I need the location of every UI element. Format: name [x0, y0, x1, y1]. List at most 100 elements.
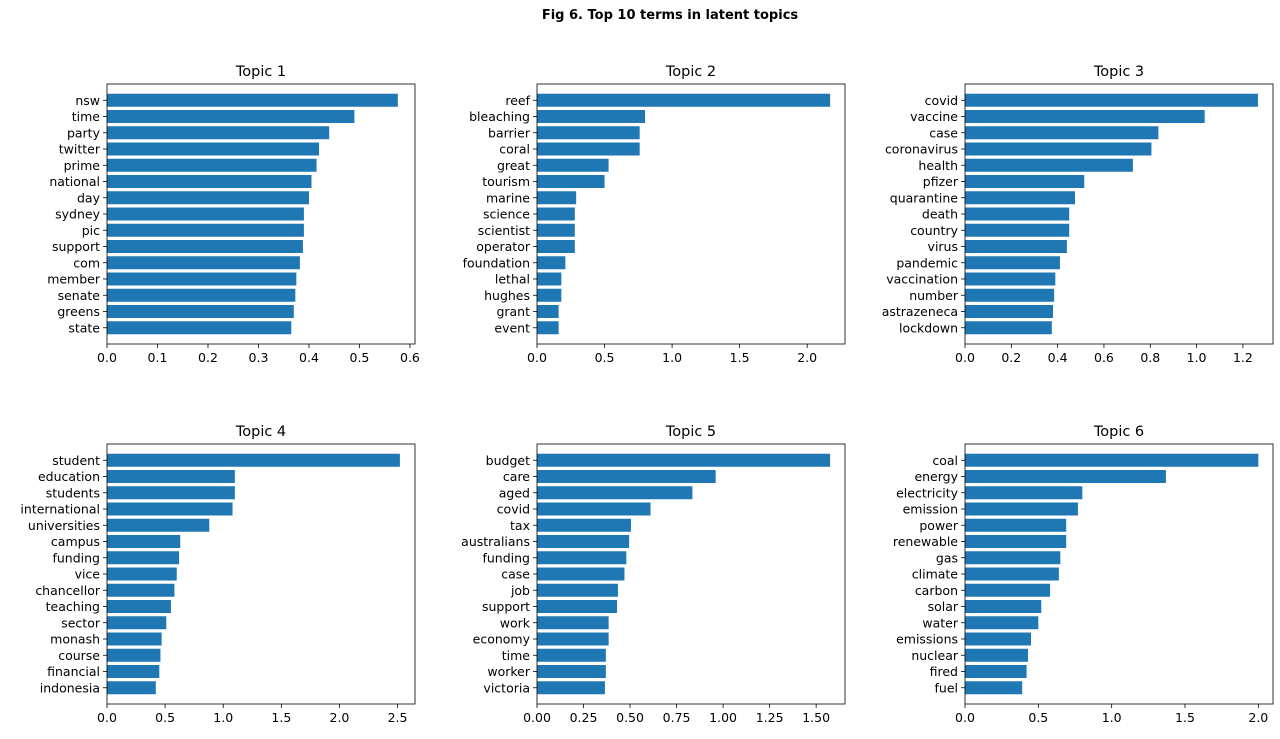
bar-energy: [965, 470, 1166, 483]
y-tick-label: carbon: [915, 583, 958, 598]
bar-nuclear: [965, 648, 1029, 662]
bar-tax: [537, 518, 631, 532]
y-tick-label: health: [918, 158, 958, 173]
x-tick-label: 1.25: [756, 710, 784, 725]
bar-indonesia: [107, 681, 156, 695]
bar-climate: [965, 567, 1059, 581]
bar-event: [537, 321, 559, 335]
bar-pfizer: [965, 175, 1085, 188]
y-tick-label: number: [909, 288, 959, 303]
x-tick-label: 1.0: [1187, 350, 1207, 365]
y-tick-label: virus: [928, 239, 958, 254]
y-tick-label: time: [72, 109, 101, 124]
x-tick-label: 2.5: [388, 710, 408, 725]
bar-country: [965, 223, 1070, 237]
plot-frame: [964, 443, 1274, 705]
y-tick-label: energy: [914, 469, 958, 484]
bar-campus: [107, 535, 181, 548]
y-tick-label: water: [922, 615, 958, 630]
x-tick-label: 0.6: [400, 350, 420, 365]
bar-students: [107, 486, 235, 500]
bar-lethal: [537, 272, 562, 286]
x-tick-label: 0.0: [527, 350, 547, 365]
y-tick-label: fuel: [935, 680, 959, 695]
x-tick-label: 0.5: [350, 350, 370, 365]
bar-com: [107, 256, 300, 270]
y-tick-label: tourism: [482, 174, 530, 189]
y-tick-label: power: [919, 518, 958, 533]
y-tick-label: scientist: [478, 223, 530, 238]
bar-solar: [965, 600, 1042, 613]
bar-party: [107, 126, 330, 140]
y-tick-label: aged: [499, 485, 530, 500]
y-tick-label: operator: [476, 239, 531, 254]
bar-foundation: [537, 256, 566, 270]
bar-teaching: [107, 600, 171, 613]
bar-vice: [107, 567, 177, 581]
y-tick-label: funding: [482, 550, 530, 565]
y-tick-label: coral: [499, 142, 530, 157]
bar-gas: [965, 551, 1061, 565]
y-tick-label: case: [929, 125, 958, 140]
x-tick-label: 0.6: [1094, 350, 1114, 365]
y-tick-label: prime: [64, 158, 101, 173]
y-tick-label: funding: [52, 550, 100, 565]
y-tick-label: education: [38, 469, 100, 484]
y-tick-label: quarantine: [890, 190, 959, 205]
y-tick-label: teaching: [46, 599, 100, 614]
y-tick-label: member: [47, 272, 101, 287]
plot-frame: [536, 443, 846, 705]
bar-case: [537, 567, 625, 581]
x-tick-label: 0.8: [1140, 350, 1160, 365]
x-tick-label: 1.2: [1233, 350, 1253, 365]
y-tick-label: nuclear: [911, 648, 959, 663]
y-tick-label: astrazeneca: [882, 304, 958, 319]
y-tick-label: party: [67, 125, 101, 140]
y-tick-label: support: [482, 599, 530, 614]
y-tick-label: case: [501, 567, 530, 582]
bar-funding: [537, 551, 627, 565]
bar-covid: [537, 502, 651, 516]
plot-frame: [106, 83, 416, 345]
y-tick-label: pic: [82, 223, 100, 238]
y-tick-label: support: [52, 239, 100, 254]
bar-education: [107, 470, 235, 483]
y-tick-label: hughes: [484, 288, 530, 303]
chart-title: Topic 4: [235, 424, 286, 440]
bar-member: [107, 272, 297, 286]
bar-prime: [107, 158, 317, 172]
bar-support: [107, 240, 303, 253]
y-tick-label: covid: [497, 502, 530, 517]
x-tick-label: 0.0: [97, 350, 117, 365]
x-tick-label: 0.25: [570, 710, 598, 725]
bar-coral: [537, 142, 640, 156]
bar-case: [965, 126, 1159, 140]
y-tick-label: country: [910, 223, 958, 238]
bar-great: [537, 158, 609, 172]
x-tick-label: 0.3: [249, 350, 269, 365]
chart-title: Topic 2: [665, 64, 716, 80]
x-tick-label: 1.5: [271, 710, 291, 725]
bar-number: [965, 288, 1055, 302]
y-tick-label: reef: [505, 93, 530, 108]
x-tick-label: 1.00: [709, 710, 737, 725]
y-tick-label: senate: [58, 288, 101, 303]
x-tick-label: 0.5: [155, 710, 175, 725]
y-tick-label: com: [73, 255, 100, 270]
y-tick-label: foundation: [463, 255, 530, 270]
x-tick-label: 1.50: [802, 710, 830, 725]
figure-title: Fig 6. Top 10 terms in latent topics: [541, 8, 799, 23]
y-tick-label: victoria: [483, 680, 530, 695]
y-tick-label: vaccine: [910, 109, 958, 124]
y-tick-label: lethal: [495, 272, 530, 287]
bar-reef: [537, 93, 831, 107]
bar-emissions: [965, 632, 1031, 646]
y-tick-label: economy: [473, 632, 531, 647]
bar-pic: [107, 223, 304, 237]
y-tick-label: time: [502, 648, 531, 663]
plot-frame: [964, 83, 1274, 345]
bar-hughes: [537, 288, 562, 302]
x-tick-label: 0.4: [1048, 350, 1068, 365]
